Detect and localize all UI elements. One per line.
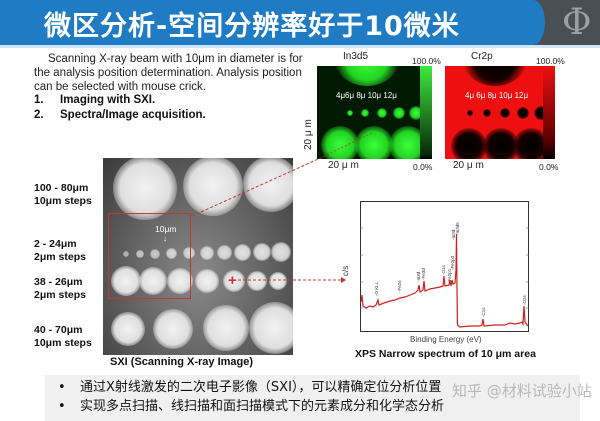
scale-max: 100.0% [412,56,441,66]
row-label-range: 38 - 26μm [34,276,83,288]
bullet-text: 实现多点扫描、线扫描和面扫描模式下的元素成分和化学态分析 [80,399,445,414]
bullet-icon: • [58,380,66,395]
bullet-icon: • [58,399,66,414]
sxi-dot [247,271,267,291]
row-label-step: 10μm steps [34,337,92,349]
cr2p-color-scale [543,66,555,159]
x-axis-label: 20 μ m [328,160,359,171]
page-title: 微区分析-空间分辨率好于10微米 [44,11,460,42]
selection-box[interactable] [108,213,191,299]
header-divider [0,45,600,48]
sxi-dot [223,270,245,292]
row-label-1: 100 - 80μm 10μm steps [34,182,92,208]
row-label-range: 100 - 80μm [34,182,89,194]
y-axis-label: 20 μ m [303,119,314,150]
sxi-dot [203,305,249,351]
intro-text: Scanning X-ray beam with 10μm in diamete… [34,52,314,94]
x-axis-label: 20 μ m [453,160,484,171]
summary-panel [45,375,580,421]
row-label-step: 2μm steps [34,289,86,301]
step-number: 2. [34,109,44,121]
map-title-cr2p: Cr2p [471,51,493,62]
sxi-dot [136,250,144,258]
header-title-band: 微区分析-空间分辨率好于10微米 [0,0,545,45]
bullet-text: 通过X射线激发的二次电子影像（SXI），可以精确定位分析位置 [80,380,442,395]
sxi-dot [153,309,193,349]
scale-min: 0.0% [413,162,433,172]
step-item: 1. Imaging with SXI. [34,94,206,109]
sxi-dot [195,269,219,293]
sxi-dot [150,249,160,259]
sxi-dot [269,272,287,290]
row-label-4: 40 - 70μm 10μm steps [34,324,92,350]
sxi-dot [111,312,145,346]
sxi-dot [200,246,214,260]
sxi-dot [243,158,293,212]
cr2p-map: 4μ 6μ 8μ 10μ 12μ [445,66,549,159]
scale-min: 0.0% [539,162,559,172]
row-label-3: 38 - 26μm 2μm steps [34,276,86,302]
row-label-range: 2 - 24μm [34,238,77,250]
row-label-step: 2μm steps [34,251,86,263]
row-label-2: 2 - 24μm 2μm steps [34,238,86,264]
crosshair-icon[interactable]: + [228,272,237,289]
phi-logo-icon: Φ [562,2,592,43]
xps-spectrum-plot [360,201,529,332]
intro-paragraph: Scanning X-ray beam with 10μm in diamete… [34,53,303,93]
sxi-caption: SXI (Scanning X-ray Image) [110,356,254,368]
map-title-in3d5: In3d5 [343,51,369,62]
map-size-labels: 4μ 6μ 8μ 10μ 12μ [465,91,529,100]
bullet-item: • 实现多点扫描、线扫描和面扫描模式下的元素成分和化学态分析 [58,397,444,416]
step-item: 2. Spectra/Image acquisition. [34,109,206,124]
sxi-dot [111,266,141,296]
bullet-item: • 通过X射线激发的二次电子影像（SXI），可以精确定位分析位置 [58,378,444,397]
sxi-dot [123,251,129,257]
row-label-step: 10μm steps [34,195,92,207]
map-size-labels: 4μ6μ 8μ 10μ 12μ [336,91,397,100]
step-label: Spectra/Image acquisition. [60,109,206,121]
spectrum-y-label: c/s [341,265,350,276]
spectrum-caption: XPS Narrow spectrum of 10 μm area [355,348,536,360]
down-arrow-icon: ↓ [163,234,167,243]
sxi-dot [113,158,177,220]
sxi-dot [167,268,193,294]
sxi-dot [234,244,251,261]
sxi-dot [253,243,271,261]
step-label: Imaging with SXI. [60,94,156,106]
step-number: 1. [34,94,44,106]
scale-max: 100.0% [536,56,565,66]
sxi-dot [183,247,195,259]
sxi-dot [271,242,291,262]
sxi-dot [139,267,167,295]
watermark: 知乎 @材料试验小站 [452,382,592,400]
row-label-range: 40 - 70μm [34,324,83,336]
in3d5-map: 4μ6μ 8μ 10μ 12μ [317,66,421,159]
sxi-dot [183,158,243,216]
spectrum-x-label: Binding Energy (eV) [410,335,482,344]
sxi-dot [249,302,293,354]
steps-list: 1. Imaging with SXI. 2. Spectra/Image ac… [34,94,206,124]
sxi-dot [217,245,232,260]
summary-bullets: • 通过X射线激发的二次电子影像（SXI），可以精确定位分析位置 • 实现多点扫… [58,378,444,416]
in3d5-color-scale [420,66,432,159]
sxi-10um-label: 10μm [155,224,177,234]
sxi-dot [166,248,177,259]
header-bar: 微区分析-空间分辨率好于10微米 Φ [0,0,600,45]
